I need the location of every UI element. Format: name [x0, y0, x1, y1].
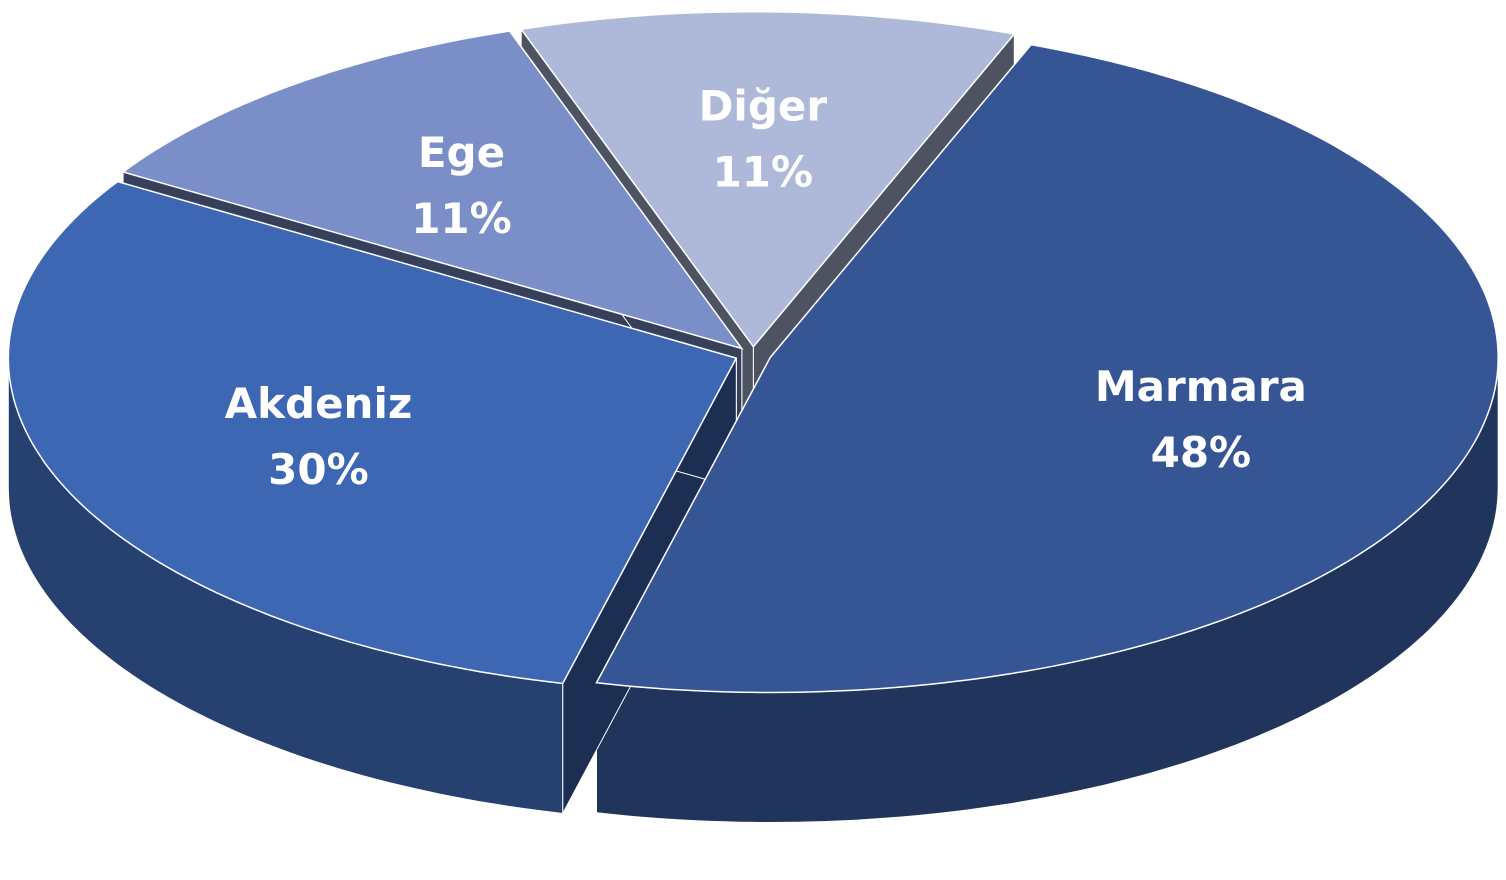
slice [7, 180, 738, 685]
slice-value-label: 11% [713, 148, 814, 197]
slice [519, 10, 1016, 348]
slice-label: Marmara [1095, 362, 1307, 411]
slice-label: Ege [418, 128, 505, 177]
slice-value-label: 48% [1151, 428, 1252, 477]
slice [121, 30, 744, 350]
slice-label: Diğer [699, 82, 828, 131]
slice-value-label: 30% [268, 445, 369, 494]
slice-value-label: 11% [411, 194, 512, 243]
slice [595, 43, 1499, 694]
slice-label: Akdeniz [225, 379, 413, 428]
